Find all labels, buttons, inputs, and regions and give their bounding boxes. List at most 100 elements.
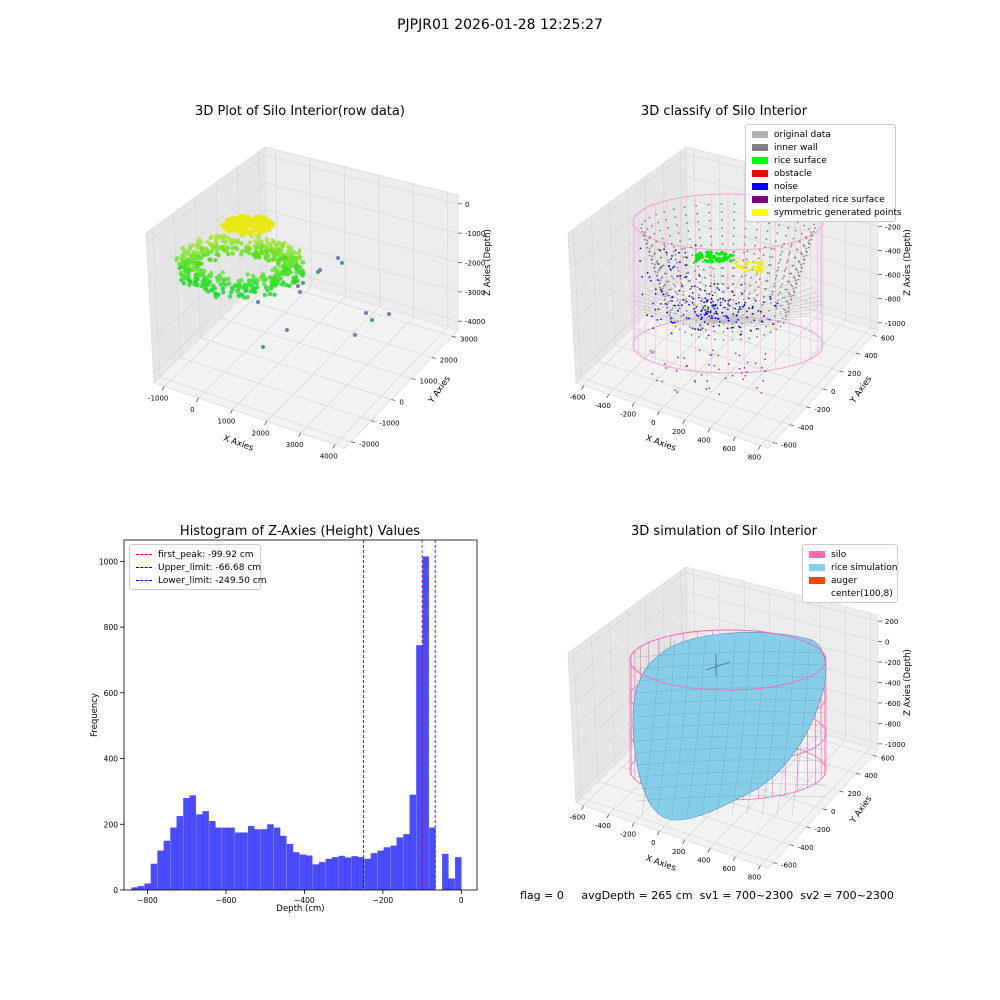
histogram-bar — [305, 855, 313, 890]
histogram-bar — [293, 852, 300, 890]
histogram-bar — [448, 878, 455, 890]
legend-label: obstacle — [774, 168, 812, 179]
histogram-bar — [286, 843, 294, 890]
histogram-xtick-label: −400 — [294, 896, 315, 905]
legend-label: inner wall — [774, 142, 818, 153]
legend-swatch — [752, 157, 768, 164]
simulation-legend-item: rice simulation — [809, 561, 897, 574]
histogram-bar — [170, 827, 177, 890]
histogram-bar — [280, 835, 287, 890]
histogram-ylabel: Frequency — [90, 693, 100, 737]
legend-line-swatch — [136, 580, 152, 581]
histogram-plot-area: −800 −600 −400 −200 0 0 200 400 600 800 1000 Depth … — [90, 539, 478, 914]
histogram-bar — [357, 857, 365, 890]
classify-legend-item: original data — [752, 128, 889, 141]
histogram-bar — [183, 797, 190, 890]
histogram-bar — [416, 645, 423, 890]
classify-legend-item: noise — [752, 180, 889, 193]
simulation-plot-title: 3D simulation of Silo Interior — [631, 524, 817, 539]
histogram-bar — [260, 829, 268, 890]
classify-legend-item: rice surface — [752, 154, 889, 167]
histogram-ytick-label: 0 — [113, 886, 118, 895]
legend-label: center(100,8) — [831, 588, 893, 599]
status-sv2: sv2 = 700~2300 — [800, 889, 894, 902]
histogram-bar — [396, 837, 404, 890]
histogram-bar — [338, 855, 346, 890]
legend-label: symmetric generated points — [774, 207, 902, 218]
figure-suptitle: PJPJR01 2026-01-28 12:25:27 — [397, 17, 603, 33]
histogram-bar — [176, 816, 184, 890]
histogram-bar — [267, 824, 274, 890]
histogram-legend: first_peak: -99.92 cm Upper_limit: -66.68… — [129, 544, 266, 590]
histogram-xtick-label: −600 — [216, 896, 237, 905]
histogram-xlabel: Depth (cm) — [276, 904, 324, 914]
histogram-bar — [157, 850, 164, 890]
legend-swatch — [752, 183, 768, 190]
legend-label: rice surface — [774, 155, 827, 166]
histogram-bar — [377, 850, 384, 890]
status-avg-depth: avgDepth = 265 cm — [581, 889, 693, 902]
status-line: flag = 0 avgDepth = 265 cm sv1 = 700~230… — [520, 889, 894, 902]
histogram-bar — [202, 811, 209, 890]
histogram-bar — [364, 858, 371, 890]
histogram-ytick-label: 800 — [104, 623, 119, 632]
classify-legend-item: interpolated rice surface — [752, 193, 889, 206]
histogram-bar — [273, 827, 281, 890]
histogram-bar — [429, 827, 436, 890]
histogram-bar — [137, 886, 145, 890]
histogram-bar — [241, 832, 248, 890]
histogram-bar — [390, 845, 397, 890]
histogram-legend-item: Lower_limit: -249.50 cm — [136, 574, 266, 587]
status-flag: flag = 0 — [520, 889, 564, 902]
histogram-bar — [189, 795, 196, 890]
classify-legend-item: symmetric generated points — [752, 206, 902, 219]
legend-line-swatch — [136, 554, 152, 555]
histogram-bar — [422, 556, 429, 890]
legend-label: silo — [831, 549, 847, 560]
legend-label: first_peak: -99.92 cm — [158, 549, 254, 560]
simulation-legend: silo rice simulation auger center(100,8) — [802, 544, 898, 603]
simulation-legend-item: silo — [809, 548, 891, 561]
histogram-bar — [318, 862, 326, 890]
legend-swatch — [752, 209, 768, 216]
simulation-legend-item: center(100,8) — [809, 587, 893, 600]
histogram-legend-item: Upper_limit: -66.68 cm — [136, 561, 261, 574]
histogram-title: Histogram of Z-Axies (Height) Values — [179, 524, 421, 539]
legend-label: noise — [774, 181, 798, 192]
legend-swatch — [809, 551, 825, 558]
histogram-bar — [144, 883, 151, 890]
histogram-frame — [123, 539, 478, 891]
histogram-xtick-label: 0 — [459, 896, 464, 905]
histogram-bar — [209, 820, 216, 890]
classify-legend: original data inner wall rice surface obsta… — [745, 124, 902, 222]
classify-legend-item: inner wall — [752, 141, 889, 154]
legend-swatch — [752, 144, 768, 151]
histogram-ytick-label: 400 — [104, 755, 119, 764]
legend-line-swatch — [136, 567, 152, 568]
legend-swatch — [809, 564, 825, 571]
histogram-ytick-label: 1000 — [99, 557, 118, 566]
histogram-bar — [196, 814, 203, 890]
histogram-bar — [442, 853, 449, 890]
legend-label: Lower_limit: -249.50 cm — [158, 575, 267, 586]
histogram-bar — [222, 827, 229, 890]
histogram-bar — [325, 858, 333, 890]
histogram-bar — [455, 857, 462, 890]
histogram-legend-item: first_peak: -99.92 cm — [136, 548, 254, 561]
histogram-bar — [163, 840, 171, 890]
histogram-bar — [254, 829, 261, 890]
classify-legend-item: obstacle — [752, 167, 889, 180]
legend-swatch — [809, 577, 825, 584]
histogram-xtick-label: −800 — [137, 896, 158, 905]
histogram-ytick-label: 600 — [104, 689, 119, 698]
legend-label: interpolated rice surface — [774, 194, 885, 205]
legend-label: Upper_limit: -66.68 cm — [158, 562, 262, 573]
histogram-bar — [403, 834, 410, 890]
legend-swatch — [809, 590, 825, 597]
simulation-legend-item: auger — [809, 574, 891, 587]
histogram-bar — [247, 825, 255, 890]
histogram-ytick-label: 200 — [104, 820, 119, 829]
histogram-bar — [370, 853, 378, 890]
histogram-bar — [331, 857, 339, 890]
